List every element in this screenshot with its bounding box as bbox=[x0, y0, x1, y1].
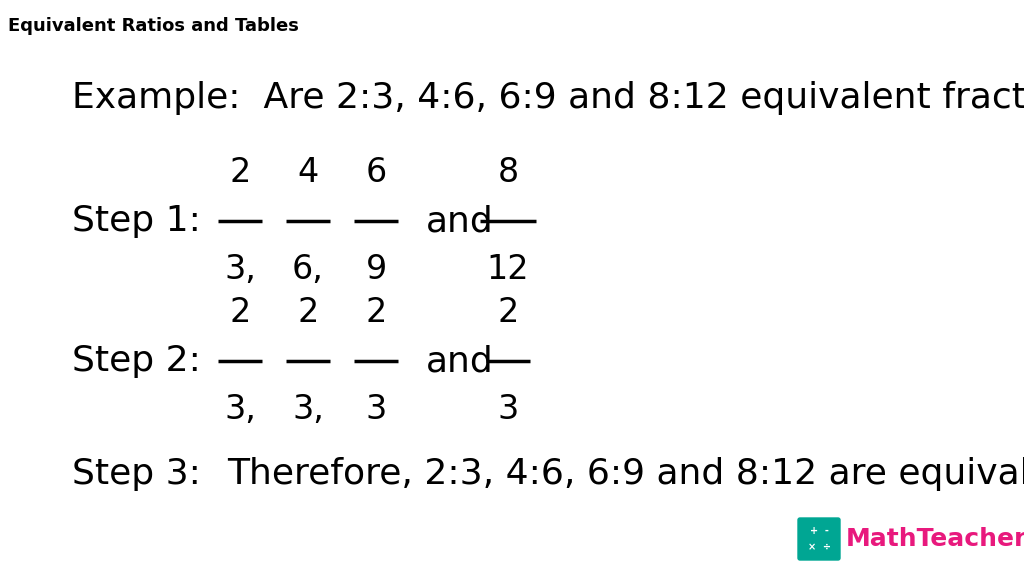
Text: Step 2:: Step 2: bbox=[72, 344, 201, 378]
Text: Step 3:: Step 3: bbox=[72, 457, 201, 491]
Text: ×  ÷: × ÷ bbox=[808, 543, 830, 552]
Text: 2: 2 bbox=[498, 296, 519, 329]
Text: 3,: 3, bbox=[224, 393, 256, 426]
Text: Step 1:: Step 1: bbox=[72, 204, 201, 238]
Text: 9: 9 bbox=[366, 253, 387, 286]
Text: 3,: 3, bbox=[292, 393, 324, 426]
Text: 3: 3 bbox=[366, 393, 387, 426]
Text: 6: 6 bbox=[366, 156, 387, 189]
FancyBboxPatch shape bbox=[798, 518, 840, 560]
Text: 2: 2 bbox=[229, 156, 251, 189]
Text: 12: 12 bbox=[486, 253, 529, 286]
Text: 3,: 3, bbox=[224, 253, 256, 286]
Text: +  -: + - bbox=[810, 526, 828, 536]
Text: and: and bbox=[426, 344, 494, 378]
Text: and: and bbox=[426, 204, 494, 238]
Text: Equivalent Ratios and Tables: Equivalent Ratios and Tables bbox=[8, 17, 299, 35]
Text: MathTeacherCoach.com: MathTeacherCoach.com bbox=[846, 527, 1024, 551]
Text: 3: 3 bbox=[498, 393, 518, 426]
Text: 4: 4 bbox=[297, 156, 318, 189]
Text: Example:  Are 2:3, 4:6, 6:9 and 8:12 equivalent fractions?: Example: Are 2:3, 4:6, 6:9 and 8:12 equi… bbox=[72, 81, 1024, 115]
Text: 2: 2 bbox=[297, 296, 318, 329]
Text: 2: 2 bbox=[229, 296, 251, 329]
Text: 8: 8 bbox=[498, 156, 518, 189]
Text: 2: 2 bbox=[366, 296, 387, 329]
Text: Therefore, 2:3, 4:6, 6:9 and 8:12 are equivalent ratios.: Therefore, 2:3, 4:6, 6:9 and 8:12 are eq… bbox=[227, 457, 1024, 491]
Text: 6,: 6, bbox=[292, 253, 324, 286]
